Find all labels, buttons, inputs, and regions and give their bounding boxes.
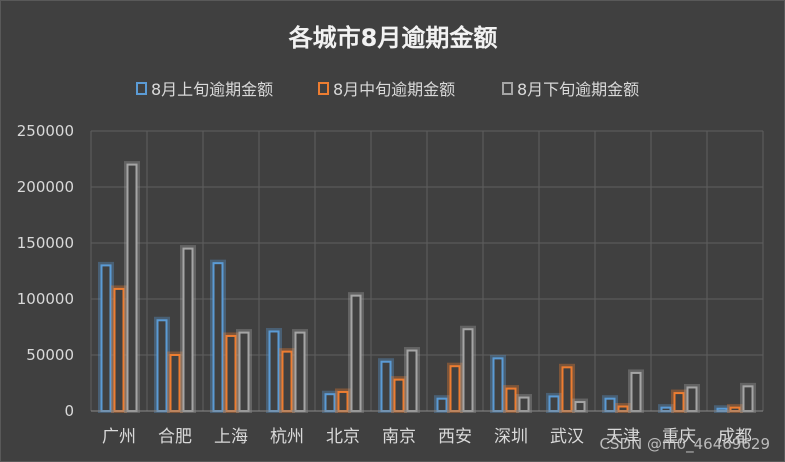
bar (268, 330, 280, 413)
bar (294, 331, 306, 413)
bar (100, 264, 112, 412)
y-tick-label: 50000 (26, 346, 74, 364)
x-tick-label: 深圳 (494, 427, 528, 447)
bar (350, 294, 362, 413)
bar (169, 354, 181, 412)
x-tick-label: 合肥 (158, 427, 192, 447)
bar (673, 392, 685, 412)
bar (617, 405, 629, 412)
x-tick-label: 上海 (214, 427, 248, 447)
y-tick-label: 100000 (17, 290, 74, 308)
legend-swatch (502, 82, 513, 95)
x-axis: 广州 合肥 上海 杭州 北京 南京 西安 深圳 武汉 天津 重庆 成都 (91, 410, 763, 447)
y-axis: 0 50000 100000 150000 200000 250000 (17, 122, 74, 420)
bar (462, 328, 474, 412)
bar (126, 163, 138, 412)
bar (393, 378, 405, 413)
legend: 8月上旬逾期金额 8月中旬逾期金额 8月下旬逾期金额 (136, 80, 639, 99)
bar (380, 360, 392, 412)
x-tick-label: 南京 (382, 427, 416, 447)
x-tick-label: 成都 (718, 427, 752, 447)
legend-swatch (318, 82, 329, 95)
bar (574, 401, 586, 413)
watermark-text: CSDN @m0_46469629 (599, 435, 770, 454)
bar (505, 387, 517, 413)
bar (660, 406, 672, 413)
y-tick-label: 200000 (17, 178, 74, 196)
x-tick-label: 武汉 (550, 427, 584, 447)
x-tick-label: 广州 (102, 427, 136, 447)
legend-label: 8月中旬逾期金额 (333, 80, 455, 99)
legend-label: 8月上旬逾期金额 (151, 80, 273, 99)
y-tick-label: 0 (64, 402, 74, 420)
bar (238, 331, 250, 413)
bar (518, 396, 530, 412)
legend-item: 8月上旬逾期金额 (136, 80, 273, 99)
bar (324, 393, 336, 413)
bar (492, 357, 504, 412)
bar (212, 262, 224, 412)
x-tick-label: 杭州 (270, 427, 304, 447)
bar (156, 319, 168, 412)
x-tick-label: 西安 (438, 427, 472, 447)
bar (742, 385, 754, 412)
legend-label: 8月下旬逾期金额 (517, 80, 639, 99)
bar (548, 395, 560, 413)
bar (113, 287, 125, 413)
chart-title: 各城市8月逾期金额 (288, 24, 498, 52)
y-tick-label: 250000 (17, 122, 74, 140)
bar (225, 334, 237, 412)
legend-swatch (136, 82, 147, 95)
bar (281, 350, 293, 413)
bar (449, 365, 461, 413)
x-tick-label: 天津 (606, 427, 640, 447)
x-tick-label: 北京 (326, 427, 360, 447)
bar (337, 390, 349, 412)
gridlines (90, 130, 764, 412)
bar (436, 397, 448, 412)
x-tick-label: 重庆 (662, 427, 696, 447)
bar (604, 397, 616, 412)
bar (729, 406, 741, 413)
bar (561, 366, 573, 413)
bar (182, 247, 194, 412)
bar (630, 371, 642, 413)
legend-item: 8月下旬逾期金额 (502, 80, 639, 99)
bar (406, 349, 418, 412)
y-tick-label: 150000 (17, 234, 74, 252)
bar (686, 386, 698, 413)
legend-item: 8月中旬逾期金额 (318, 80, 455, 99)
